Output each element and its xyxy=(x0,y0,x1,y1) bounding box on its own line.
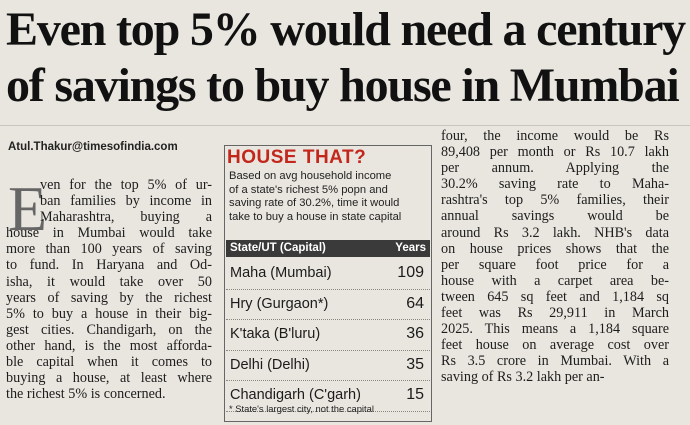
headline: Even top 5% would need a century of savi… xyxy=(6,2,686,114)
text-line: 89,408 per month or Rs 10.7 lakh xyxy=(441,144,669,161)
article-column-left: ven for the top 5% of ur-ban families by… xyxy=(6,177,212,402)
text-line: isha, it would take over 50 xyxy=(6,273,212,290)
column-header-state: State/UT (Capital) xyxy=(230,242,326,254)
text-line: the richest 5% is concerned. xyxy=(6,386,166,403)
text-line: around Rs 3.2 lakh. NHB's data xyxy=(441,224,669,241)
intro-line: take to buy a house in state capital xyxy=(229,210,402,223)
table-footnote: * State's largest city, not the capital xyxy=(229,403,374,414)
text-line: tween 645 sq feet and 1,184 sq xyxy=(441,288,669,305)
text-line: rashtra's top 5% families, their xyxy=(441,192,669,209)
headline-line-2: of savings to buy house in Mumbai xyxy=(6,59,680,112)
infobox-title: HOUSE THAT? xyxy=(225,146,387,169)
text-line: gest cities. Chandigarh, on the xyxy=(6,321,212,338)
text-line: buying a house, at least where xyxy=(6,370,212,387)
headline-divider xyxy=(0,125,690,126)
intro-line: saving rate of 30.2%, time it would xyxy=(229,197,400,209)
text-line: feet was Rs 29,911 in March xyxy=(441,305,669,322)
row-divider xyxy=(226,380,430,381)
article-column-right: four, the income would be Rs 89,408 per m… xyxy=(441,128,669,386)
text-line: more than 100 years of saving xyxy=(6,241,212,258)
text-line: on house prices shows that the xyxy=(441,240,669,257)
text-line: other hand, is the most afforda- xyxy=(6,337,212,354)
table-row: Hry (Gurgaon*) 64 xyxy=(226,289,430,319)
text-line: to fund. In Haryana and Od- xyxy=(6,257,212,274)
headline-line-1: Even top 5% would need a century xyxy=(6,3,686,56)
table-header: State/UT (Capital) Years xyxy=(226,240,430,257)
intro-line: of a state's richest 5% popn and xyxy=(229,183,388,196)
row-divider xyxy=(226,349,430,351)
text-line: saving of Rs 3.2 lakh per an- xyxy=(441,369,605,386)
text-line: ble capital when it comes to xyxy=(6,354,212,371)
years-cell: 36 xyxy=(406,325,424,342)
text-line: annual savings would be xyxy=(441,208,669,225)
text-line: ban families by income in xyxy=(40,193,212,210)
text-line: per square foot price for a xyxy=(441,256,669,273)
state-cell: Chandigarh (C'garh) xyxy=(230,387,361,403)
text-line: 5% to buy a house in their big- xyxy=(6,305,212,322)
years-cell: 109 xyxy=(397,264,424,281)
table-row: Maha (Mumbai) 109 xyxy=(226,258,430,288)
infobox xyxy=(224,145,432,422)
years-cell: 64 xyxy=(406,294,424,312)
column-header-years: Years xyxy=(395,242,426,254)
byline: Atul.Thakur@timesofindia.com xyxy=(8,141,178,153)
text-line: 30.2% saving rate to Maha- xyxy=(441,176,669,193)
infobox-intro: Based on avg household income of a state'… xyxy=(229,170,425,224)
text-line: ven for the top 5% of ur- xyxy=(40,177,212,193)
state-cell: Maha (Mumbai) xyxy=(230,265,332,281)
text-line: Maharashtra, buying a xyxy=(40,209,212,226)
table-row: K'taka (B'luru) 36 xyxy=(226,319,430,349)
row-divider xyxy=(226,288,430,290)
state-cell: K'taka (B'luru) xyxy=(230,326,321,342)
years-cell: 15 xyxy=(406,386,424,403)
drop-cap: E xyxy=(8,173,48,244)
text-line: house with a carpet area be- xyxy=(441,272,669,289)
state-cell: Hry (Gurgaon*) xyxy=(230,295,329,312)
text-line: feet house on average cost over xyxy=(441,337,669,354)
text-line: 2025. This means a 1,184 square xyxy=(441,321,669,338)
intro-line: Based on avg household income xyxy=(229,170,392,182)
text-line: per annum. Applying the xyxy=(441,160,669,177)
table-row: Delhi (Delhi) 35 xyxy=(226,350,430,380)
row-divider xyxy=(226,410,430,412)
row-divider xyxy=(226,319,430,320)
table-row: Chandigarh (C'garh) 15 xyxy=(226,380,430,410)
text-line: Rs 3.5 crore in Mumbai. With a xyxy=(441,353,669,370)
text-line: house in Mumbai would take xyxy=(6,225,212,242)
years-cell: 35 xyxy=(406,355,424,373)
text-line: four, the income would be Rs xyxy=(441,128,669,144)
text-line: years of saving by the richest xyxy=(6,289,212,306)
state-cell: Delhi (Delhi) xyxy=(230,356,310,373)
